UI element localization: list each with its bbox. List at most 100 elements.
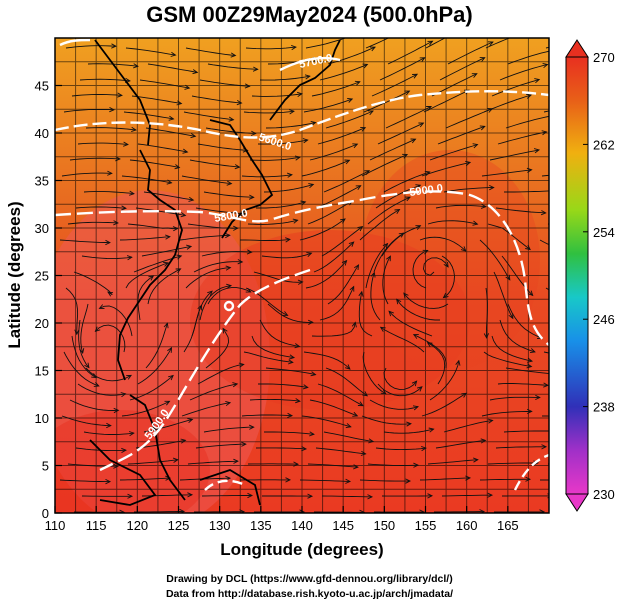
streamline-arrowhead [107,170,113,176]
streamline [413,334,447,369]
streamline-arrowhead [534,78,541,84]
streamline [315,447,366,455]
streamline [69,399,119,411]
streamline [187,460,238,465]
streamline [181,402,231,417]
streamline-arrowhead [589,300,594,304]
streamline [301,415,351,428]
streamline [507,303,543,339]
streamline-arrowhead [128,431,135,437]
streamline-arrowhead [344,364,351,370]
streamline [359,479,411,482]
colorbar-tick-label: 246 [593,312,615,327]
streamline-arrowhead [282,311,289,316]
streamline [491,335,533,362]
x-tick-label: 125 [168,518,190,533]
streamline [85,367,132,382]
streamline-arrowhead [527,357,534,363]
streamline-arrowhead [302,138,309,144]
streamline [429,360,460,401]
streamline-arrowhead [405,478,412,484]
streamline-arrowhead [355,185,362,191]
streamline-arrowhead [347,98,354,103]
x-tick-label: 165 [497,518,519,533]
streamline-arrowhead [285,477,292,483]
streamline-arrowhead [233,225,239,231]
streamline-arrowhead [479,57,486,62]
streamline-arrowhead [163,322,169,329]
streamline [147,63,198,73]
streamline [59,479,110,483]
streamline [419,236,467,252]
streamline [203,191,254,198]
streamline-arrowhead [487,107,494,113]
streamline [327,46,376,65]
streamline [497,383,548,386]
streamline-arrowhead [287,359,294,365]
streamline-arrowhead [228,116,235,122]
streamline [251,335,295,359]
streamline [495,207,546,214]
wind-streamlines [59,27,609,513]
streamline [127,223,178,230]
streamline-arrowhead [175,268,182,274]
streamline-arrowhead [287,412,294,419]
colorbar-tick-label: 230 [593,487,615,502]
streamline-arrowhead [308,183,315,189]
streamline-arrowhead [525,476,532,482]
streamline [321,226,363,257]
streamline [243,110,294,114]
contour-label-5800: 5800.0 [213,207,248,225]
y-tick-label: 15 [35,364,49,379]
streamline-arrowhead [543,382,549,388]
streamline-arrowhead [406,27,411,31]
streamline [245,287,288,316]
streamline [185,47,236,56]
streamline [267,303,313,323]
streamline [489,396,540,401]
streamline-arrowhead [293,461,300,467]
streamline [493,271,514,319]
streamline-arrowhead [412,334,419,339]
streamline [371,73,418,97]
streamline [129,375,174,401]
streamline [365,243,388,289]
streamline-arrowhead [286,172,293,178]
streamline-arrowhead [192,69,199,75]
streamline-arrowhead [186,244,193,250]
streamline [539,239,549,246]
streamline [321,495,373,498]
streamline [69,157,120,161]
streamline [495,446,546,449]
streamline-arrowhead [604,383,609,387]
streamline-arrowhead [472,143,479,149]
streamline-arrowhead [245,287,252,293]
streamline-arrowhead [250,130,257,136]
streamline-arrowhead [126,374,133,380]
streamline-arrowhead [422,249,429,255]
colorbar: 270 262 254 246 238 230 [565,39,615,512]
streamline [207,287,251,305]
streamline-arrowhead [551,49,556,53]
streamline-arrowhead [415,225,422,230]
streamline-arrowhead [594,462,599,466]
streamline-arrowhead [419,509,426,513]
streamline [425,38,446,49]
streamline-arrowhead [310,371,317,377]
streamline-arrowhead [460,246,467,252]
streamline-arrowhead [117,92,123,98]
streamline-arrowhead [248,194,255,200]
streamline-arrowhead [542,62,549,69]
streamline [183,111,234,121]
streamline-arrowhead [404,196,411,202]
streamline [59,239,110,244]
streamline [141,494,193,497]
streamline [265,367,316,376]
streamline [83,191,134,195]
colorbar-tick-label: 238 [593,400,615,415]
streamline-arrowhead [226,283,233,289]
streamline [375,447,426,451]
streamline-arrowhead [297,279,304,285]
streamline [325,110,374,129]
y-tick-label: 25 [35,269,49,284]
